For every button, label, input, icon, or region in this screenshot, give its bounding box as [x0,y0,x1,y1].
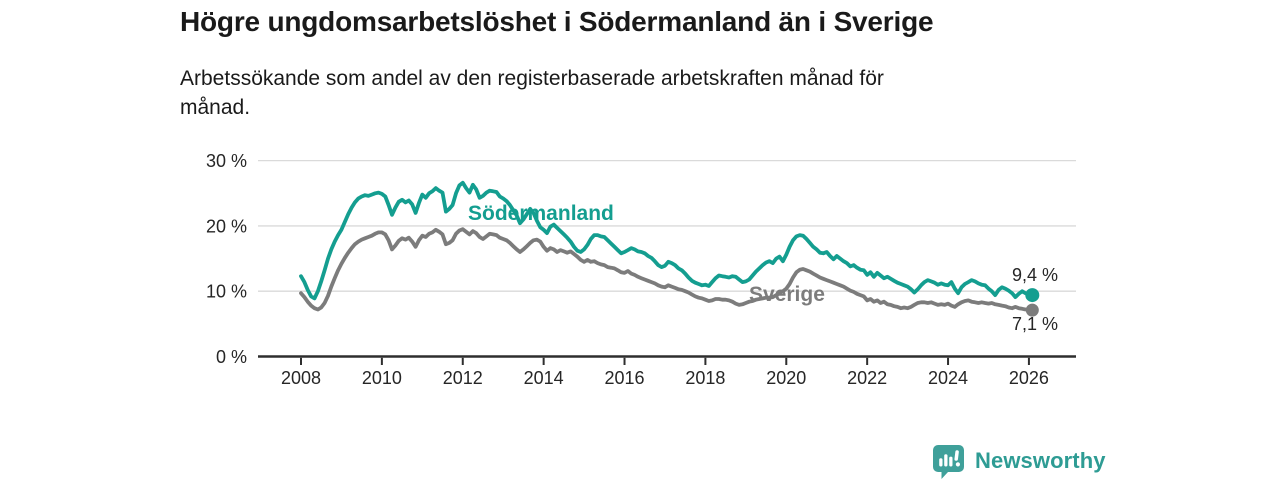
y-axis-tick-label-20: 20 % [206,216,247,236]
chart-subtitle: Arbetssökande som andel av den registerb… [180,64,884,122]
x-axis-tick-label-2018: 2018 [685,368,725,388]
x-axis-tick-label-2022: 2022 [847,368,887,388]
series-line-sverige [299,227,1035,313]
brand: Newsworthy [931,443,1106,479]
x-axis-tick-label-2024: 2024 [928,368,968,388]
x-axis-tick-label-2012: 2012 [443,368,483,388]
series-label-sodermanland: Södermanland [468,202,614,225]
chart-title: Högre ungdomsarbetslöshet i Södermanland… [180,6,934,37]
x-axis-tick-label-2016: 2016 [604,368,644,388]
x-axis-tick-label-2008: 2008 [281,368,321,388]
y-axis-tick-label-10: 10 % [206,282,247,302]
x-axis-tick-label-2026: 2026 [1009,368,1049,388]
series-label-sverige: Sverige [749,283,825,306]
series-line-sodermanland [299,180,1035,301]
brand-name: Newsworthy [975,448,1106,473]
chart-subtitle-line-1: Arbetssökande som andel av den registerb… [180,67,884,90]
y-axis-tick-label-0: 0 % [216,347,247,367]
x-axis-tick-label-2010: 2010 [362,368,402,388]
x-axis-tick-label-2020: 2020 [766,368,806,388]
newsworthy-logo-icon [933,445,964,479]
chart-subtitle-line-2: månad. [180,96,251,119]
x-axis-tick-label-2014: 2014 [524,368,564,388]
end-value-label-sodermanland: 9,4 % [1012,265,1058,285]
y-axis-tick-label-30: 30 % [206,151,247,171]
series-end-dot-sodermanland [1025,288,1040,303]
series-end-dot-sverige [1025,303,1039,317]
end-value-label-sverige: 7,1 % [1012,314,1058,334]
